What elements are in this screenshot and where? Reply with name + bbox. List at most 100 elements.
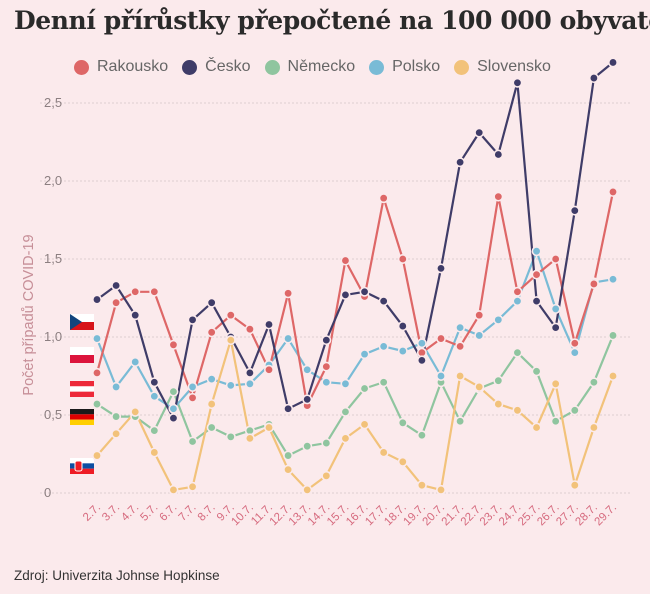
data-point[interactable] [263, 422, 274, 433]
data-point[interactable] [607, 186, 618, 197]
data-point[interactable] [206, 297, 217, 308]
data-point[interactable] [607, 274, 618, 285]
data-point[interactable] [607, 330, 618, 341]
data-point[interactable] [455, 157, 466, 168]
data-point[interactable] [588, 377, 599, 388]
data-point[interactable] [416, 355, 427, 366]
legend-item-rakousko[interactable]: Rakousko [74, 58, 168, 76]
data-point[interactable] [512, 296, 523, 307]
data-point[interactable] [359, 349, 370, 360]
data-point[interactable] [397, 417, 408, 428]
data-point[interactable] [416, 430, 427, 441]
data-point[interactable] [187, 392, 198, 403]
data-point[interactable] [550, 416, 561, 427]
data-point[interactable] [149, 391, 160, 402]
data-point[interactable] [283, 450, 294, 461]
data-point[interactable] [493, 375, 504, 386]
data-point[interactable] [244, 367, 255, 378]
data-point[interactable] [130, 310, 141, 321]
data-point[interactable] [187, 436, 198, 447]
legend-item-polsko[interactable]: Polsko [369, 58, 440, 76]
data-point[interactable] [206, 422, 217, 433]
data-point[interactable] [416, 480, 427, 491]
data-point[interactable] [111, 280, 122, 291]
data-point[interactable] [359, 286, 370, 297]
data-point[interactable] [187, 314, 198, 325]
data-point[interactable] [607, 370, 618, 381]
data-point[interactable] [130, 286, 141, 297]
data-point[interactable] [455, 341, 466, 352]
data-point[interactable] [493, 399, 504, 410]
data-point[interactable] [435, 484, 446, 495]
data-point[interactable] [283, 288, 294, 299]
data-point[interactable] [302, 484, 313, 495]
data-point[interactable] [244, 378, 255, 389]
data-point[interactable] [588, 422, 599, 433]
legend-item-nemecko[interactable]: Německo [264, 58, 355, 76]
data-point[interactable] [474, 127, 485, 138]
data-point[interactable] [378, 193, 389, 204]
data-point[interactable] [130, 406, 141, 417]
data-point[interactable] [531, 366, 542, 377]
data-point[interactable] [283, 464, 294, 475]
data-point[interactable] [225, 380, 236, 391]
data-point[interactable] [111, 411, 122, 422]
data-point[interactable] [340, 289, 351, 300]
data-point[interactable] [168, 339, 179, 350]
data-point[interactable] [225, 431, 236, 442]
data-point[interactable] [225, 310, 236, 321]
data-point[interactable] [455, 370, 466, 381]
data-point[interactable] [455, 416, 466, 427]
data-point[interactable] [340, 433, 351, 444]
data-point[interactable] [168, 403, 179, 414]
data-point[interactable] [340, 255, 351, 266]
data-point[interactable] [531, 422, 542, 433]
data-point[interactable] [455, 322, 466, 333]
legend-item-cesko[interactable]: Česko [182, 58, 251, 76]
data-point[interactable] [493, 314, 504, 325]
data-point[interactable] [397, 321, 408, 332]
data-point[interactable] [321, 335, 332, 346]
data-point[interactable] [359, 419, 370, 430]
data-point[interactable] [283, 403, 294, 414]
data-point[interactable] [149, 425, 160, 436]
data-point[interactable] [378, 341, 389, 352]
data-point[interactable] [111, 381, 122, 392]
legend-item-slovensko[interactable]: Slovensko [454, 58, 551, 76]
data-point[interactable] [244, 433, 255, 444]
data-point[interactable] [92, 294, 103, 305]
data-point[interactable] [302, 364, 313, 375]
data-point[interactable] [168, 386, 179, 397]
data-point[interactable] [550, 303, 561, 314]
data-point[interactable] [283, 333, 294, 344]
data-point[interactable] [168, 484, 179, 495]
data-point[interactable] [206, 327, 217, 338]
data-point[interactable] [302, 441, 313, 452]
data-point[interactable] [474, 381, 485, 392]
data-point[interactable] [92, 450, 103, 461]
data-point[interactable] [397, 346, 408, 357]
data-point[interactable] [359, 383, 370, 394]
data-point[interactable] [206, 374, 217, 385]
data-point[interactable] [168, 413, 179, 424]
data-point[interactable] [569, 347, 580, 358]
data-point[interactable] [92, 399, 103, 410]
data-point[interactable] [569, 480, 580, 491]
data-point[interactable] [321, 470, 332, 481]
data-point[interactable] [474, 310, 485, 321]
data-point[interactable] [378, 296, 389, 307]
data-point[interactable] [378, 377, 389, 388]
data-point[interactable] [130, 356, 141, 367]
data-point[interactable] [187, 481, 198, 492]
data-point[interactable] [493, 149, 504, 160]
data-point[interactable] [435, 370, 446, 381]
data-point[interactable] [416, 338, 427, 349]
data-point[interactable] [92, 333, 103, 344]
data-point[interactable] [569, 338, 580, 349]
data-point[interactable] [435, 333, 446, 344]
data-point[interactable] [493, 191, 504, 202]
data-point[interactable] [512, 286, 523, 297]
data-point[interactable] [397, 254, 408, 265]
data-point[interactable] [321, 438, 332, 449]
data-point[interactable] [149, 447, 160, 458]
